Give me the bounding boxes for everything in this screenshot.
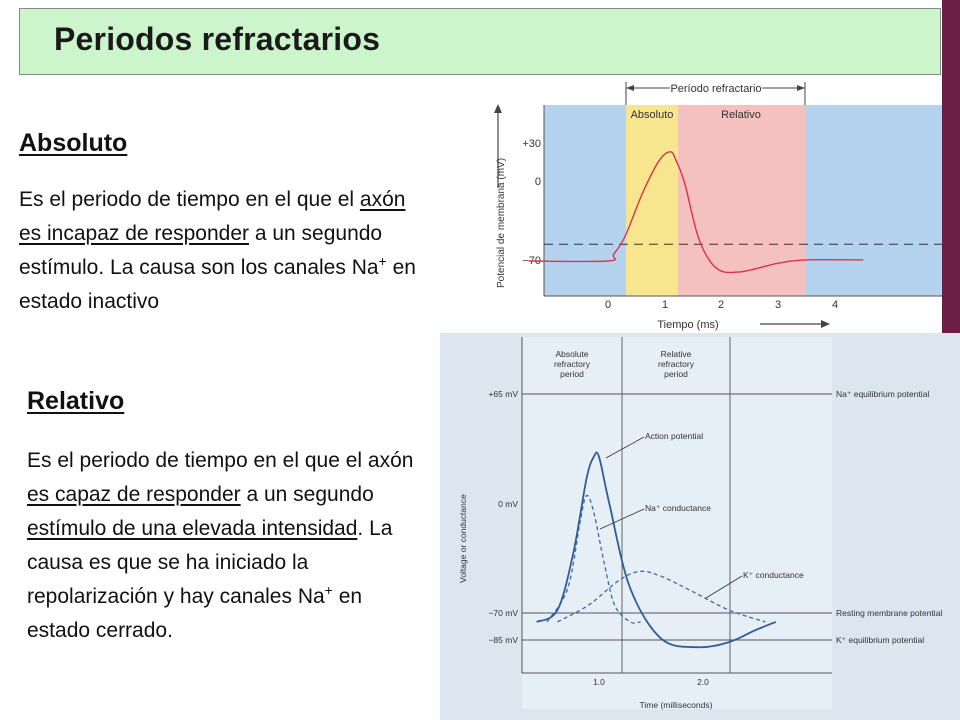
x-tick-label: 0 (605, 299, 611, 311)
resting-potential-label: Resting membrane potential (836, 608, 942, 618)
y-axis-title: Potencial de membrana (mV) (496, 158, 507, 288)
x-tick-label: 1.0 (593, 677, 605, 687)
k-conductance-pointer (705, 575, 743, 599)
absolute-region-label: Absoluto (631, 109, 674, 121)
bracket-arrow-left (626, 85, 634, 91)
relative-region (678, 105, 805, 296)
y-axis-arrow-head (494, 104, 502, 113)
absoluto-text-1: Es el periodo de tiempo en el que el (19, 188, 360, 211)
absolute-period-header: Absolute refractory period (554, 349, 591, 379)
relativo-text-5: . La causa es que se ha iniciado la repo… (27, 517, 393, 608)
k-equilibrium-label: K⁺ equilibrium potential (836, 635, 924, 645)
k-conductance-line (557, 570, 766, 623)
na-equilibrium-label: Na⁺ equilibrium potential (836, 389, 929, 399)
action-potential-label: Action potential (645, 431, 703, 441)
plot-background (522, 337, 832, 709)
decorative-side-strip (942, 0, 960, 340)
na-conductance-line (546, 494, 641, 624)
absoluto-heading: Absoluto (19, 129, 128, 157)
y-tick-label: +65 mV (488, 389, 518, 399)
y-tick-label: 0 mV (498, 499, 518, 509)
k-conductance-label: K⁺ conductance (743, 570, 804, 580)
na-conductance-label: Na⁺ conductance (645, 503, 711, 513)
na-conductance-pointer (599, 508, 645, 530)
resting-region-right (805, 105, 942, 296)
sodium-superscript-2: + (324, 582, 333, 598)
absoluto-text-3: a un segundo estímulo. La causa son los … (19, 222, 383, 279)
absoluto-underlined-text: axón es incapaz de responder (19, 188, 406, 245)
sodium-superscript: + (378, 253, 387, 269)
x-tick-label: 3 (775, 299, 781, 311)
relativo-text-3: a un segundo (240, 483, 374, 506)
relativo-text-1: Es el periodo de tiempo en el que el axó… (27, 449, 414, 472)
absoluto-paragraph: Es el periodo de tiempo en el que el axó… (19, 183, 427, 319)
refractory-period-label: Período refractario (670, 83, 761, 95)
relative-region-label: Relativo (721, 109, 761, 121)
title-banner: Periodos refractarios (19, 8, 941, 75)
y-tick-label: 0 (535, 176, 541, 188)
bracket-label-bg (670, 81, 762, 95)
relativo-underlined-text-2: estímulo de una elevada intensidad (27, 517, 358, 540)
relativo-underlined-text-1: es capaz de responder (27, 483, 241, 506)
x-axis-arrow-head (821, 320, 830, 328)
x-axis-title: Time (milliseconds) (640, 700, 713, 710)
bracket-arrow-right (797, 85, 805, 91)
absoluto-text-4: en estado inactivo (19, 256, 416, 313)
relativo-paragraph: Es el periodo de tiempo en el que el axó… (27, 444, 427, 648)
refractory-period-chart-es: Período refractario Absoluto Relativo Po… (494, 81, 942, 331)
action-potential-line (536, 451, 777, 649)
x-tick-label: 4 (832, 299, 838, 311)
y-axis-title: Voltage or conductance (458, 494, 468, 583)
y-tick-label: −70 mV (488, 608, 518, 618)
relativo-text-6: en estado cerrado. (27, 585, 363, 642)
relative-period-header: Relative refractory period (658, 349, 695, 379)
action-potential-line (528, 151, 864, 274)
absolute-region (626, 105, 678, 296)
y-tick-label: −85 mV (488, 635, 518, 645)
relativo-heading: Relativo (27, 387, 125, 415)
resting-region-left (544, 105, 626, 296)
page-title: Periodos refractarios (54, 21, 381, 57)
x-axis-title: Tiempo (ms) (657, 319, 718, 331)
x-tick-label: 2.0 (697, 677, 709, 687)
x-tick-label: 2 (718, 299, 724, 311)
action-potential-pointer (605, 436, 645, 459)
y-tick-label: +30 (522, 138, 541, 150)
x-tick-label: 1 (662, 299, 668, 311)
conductance-chart-en: Absolute refractory period Relative refract… (440, 333, 960, 720)
